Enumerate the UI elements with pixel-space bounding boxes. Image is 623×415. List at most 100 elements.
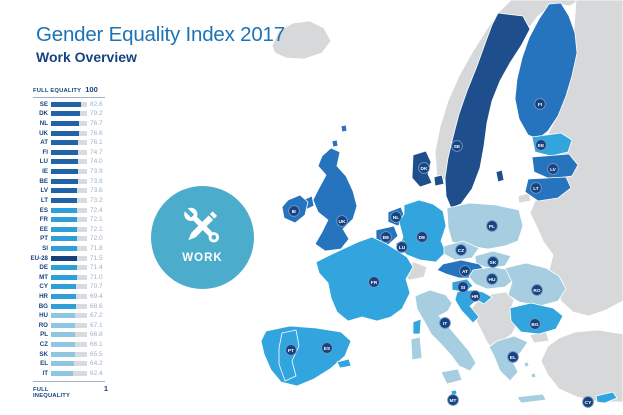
bar-fill [51,322,76,328]
bar-row-CY: CY 70.7 [28,282,108,292]
map-badge-LV: LV [547,163,559,175]
bar-value: 72.1 [90,216,103,224]
bar-fill [51,361,75,367]
bar-track [51,226,87,232]
badge-code-label: SE [454,144,461,150]
bar-value: 62.4 [90,369,103,377]
bottom-divider [33,380,105,382]
map-badge-SK: SK [487,256,499,268]
map-badge-HU: HU [486,273,498,285]
region-sicily [440,368,463,385]
full-equality-header: FULL EQUALITY 100 [28,85,108,94]
bar-track [51,236,87,242]
badge-circle [288,205,300,217]
country-FR [315,236,414,322]
country-code-label: LV [40,187,48,195]
country-code-label: HU [39,312,48,320]
bar-row-RO: RO 67.1 [28,321,108,331]
badge-code-label: CY [585,400,592,406]
map-badge-CY: CY [582,396,594,408]
map-badge-SE: SE [451,140,463,152]
country-code-label: NL [39,120,48,128]
bar-track [51,111,87,117]
badge-code-label: HR [472,294,479,300]
badge-code-label: LU [399,245,406,251]
badge-circle [439,317,451,329]
bar-fill [51,217,77,223]
badge-code-label: CZ [458,248,464,254]
country-code-label: PL [40,331,48,339]
map-badge-AT: AT [459,265,471,277]
map-badge-SI: SI [457,281,469,293]
country-code-label: SE [39,100,48,108]
region-orkney [331,139,339,148]
bar-track [51,121,87,127]
bar-fill [51,313,76,319]
map-badge-IE: IE [288,205,300,217]
bar-value: 72.4 [90,206,103,214]
bar-value: 73.2 [90,196,103,204]
bar-value: 64.2 [90,360,103,368]
bar-track [51,303,87,309]
map-badge-EE: EE [535,139,547,151]
map-badge-LT: LT [530,182,542,194]
bar-row-ES: ES 72.4 [28,205,108,215]
region-aegean-2 [530,372,537,379]
bar-track [51,342,87,348]
country-code-label: HR [39,292,48,300]
bar-value: 73.9 [90,168,103,176]
bar-track [51,169,87,175]
bar-row-PT: PT 72.0 [28,234,108,244]
badge-circle [390,211,402,223]
bar-track [51,284,87,290]
bar-value: 73.6 [90,187,103,195]
bar-row-CZ: CZ 66.1 [28,340,108,350]
country-code-label: FR [39,216,48,224]
badge-circle [535,139,547,151]
region-crete [516,393,547,404]
bar-value: 76.1 [90,139,103,147]
country-code-label: MT [39,273,48,281]
bar-row-EU-28: EU-28 71.5 [28,253,108,263]
country-UK [312,147,358,252]
full-inequality-header: FULL INEQUALITY 1 [28,384,108,399]
badge-code-label: ES [324,346,331,352]
country-FI [514,2,578,140]
bar-row-UK: UK 76.6 [28,128,108,138]
bar-value: 73.8 [90,177,103,185]
bar-row-SI: SI 71.8 [28,244,108,254]
country-IT [414,289,477,372]
badge-circle [447,394,459,406]
bar-fill [51,351,75,357]
bar-row-PL: PL 66.8 [28,330,108,340]
bar-fill [51,236,77,242]
bar-fill [51,274,77,280]
badge-code-label: UK [339,219,346,225]
country-SE [444,12,531,209]
badge-code-label: LV [550,167,557,173]
badge-code-label: EL [510,355,516,361]
bar-track [51,274,87,280]
bar-row-IE: IE 73.9 [28,167,108,177]
map-badge-FI: FI [534,98,546,110]
work-label: WORK [182,252,223,264]
badge-circle [530,182,542,194]
badge-code-label: RO [533,288,540,294]
region-aegean-1 [523,361,530,368]
badge-circle [469,290,481,302]
bar-row-LT: LT 73.2 [28,196,108,206]
full-equality-value: 100 [85,85,98,94]
map-badge-PT: PT [285,344,297,356]
bar-track [51,178,87,184]
badge-circle [336,215,348,227]
bar-track [51,332,87,338]
badge-code-label: DE [419,235,426,241]
bar-track [51,313,87,319]
bar-value: 74.7 [90,148,103,156]
bar-fill [51,178,78,184]
full-inequality-value: 1 [103,383,108,393]
badge-code-label: FI [538,102,543,108]
bar-fill [51,332,76,338]
badge-circle [531,284,543,296]
